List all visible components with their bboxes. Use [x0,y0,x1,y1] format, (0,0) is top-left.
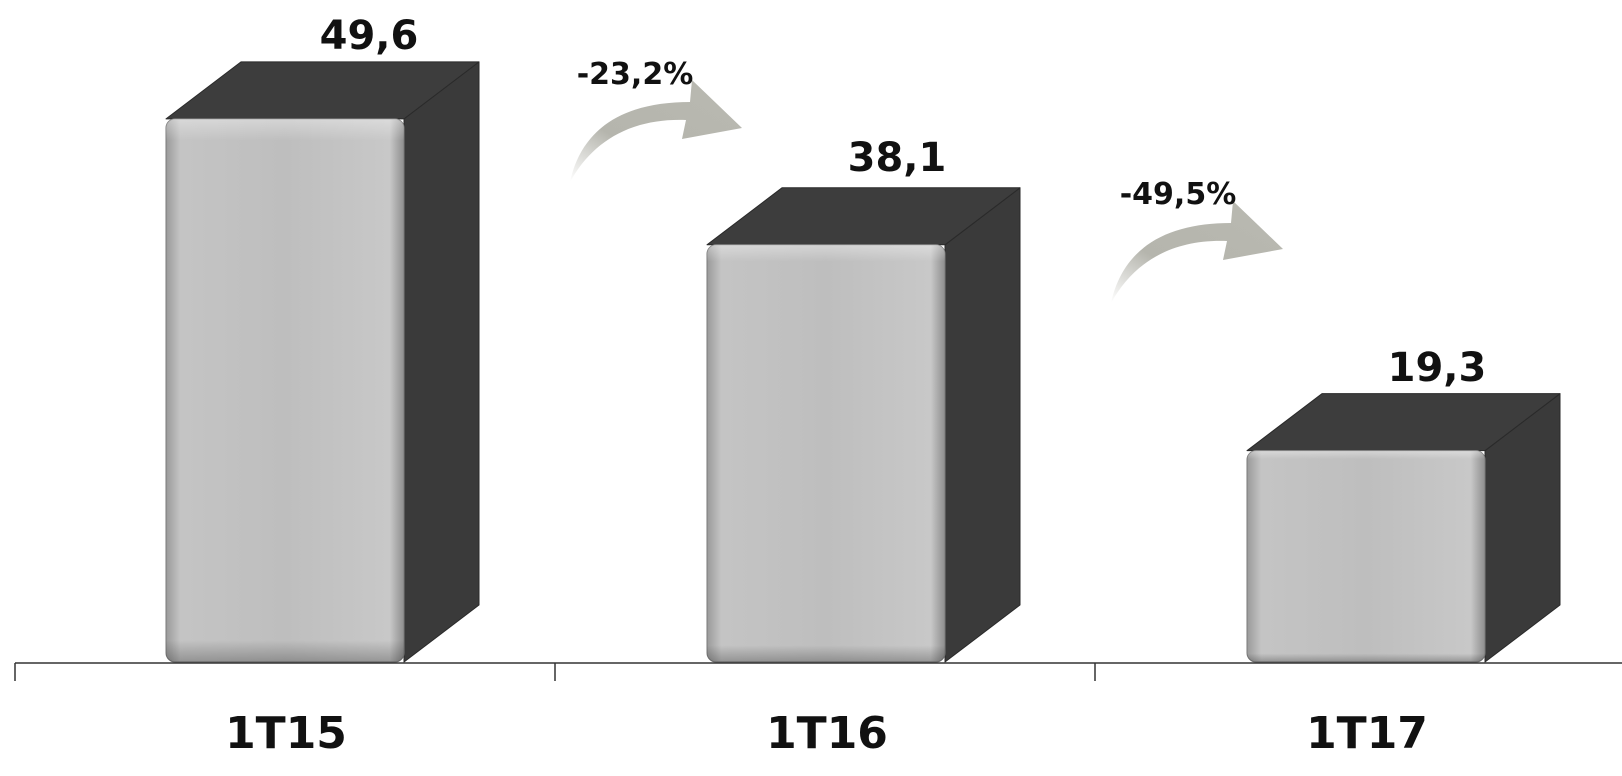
bar-side-face [944,187,1021,663]
x-axis [14,662,1622,681]
change-arrow-1 [570,80,742,182]
category-label-1T17: 1T17 [1306,708,1428,759]
bar-front-shading [1247,450,1485,662]
change-arrow-2 [1111,201,1283,303]
value-label-1T17: 19,3 [1388,345,1487,391]
bars-layer [165,61,1561,663]
bar-front-shading [166,118,404,662]
change-label-1T15-1T16: -23,2% [577,57,694,92]
labels-layer: 49,6 38,1 19,3 1T15 1T16 1T17 -23,2% -49… [225,13,1486,759]
category-label-1T16: 1T16 [766,708,888,759]
bar-1T15 [165,61,480,663]
change-label-1T16-1T17: -49,5% [1120,177,1237,212]
category-label-1T15: 1T15 [225,708,347,759]
bar-1T17 [1246,393,1561,663]
bar-side-face [403,61,480,663]
bar-front-shading [707,244,945,662]
value-label-1T15: 49,6 [320,13,419,59]
bar-1T16 [706,187,1021,663]
value-label-1T16: 38,1 [848,135,947,181]
change-arrows-layer [570,80,1283,303]
